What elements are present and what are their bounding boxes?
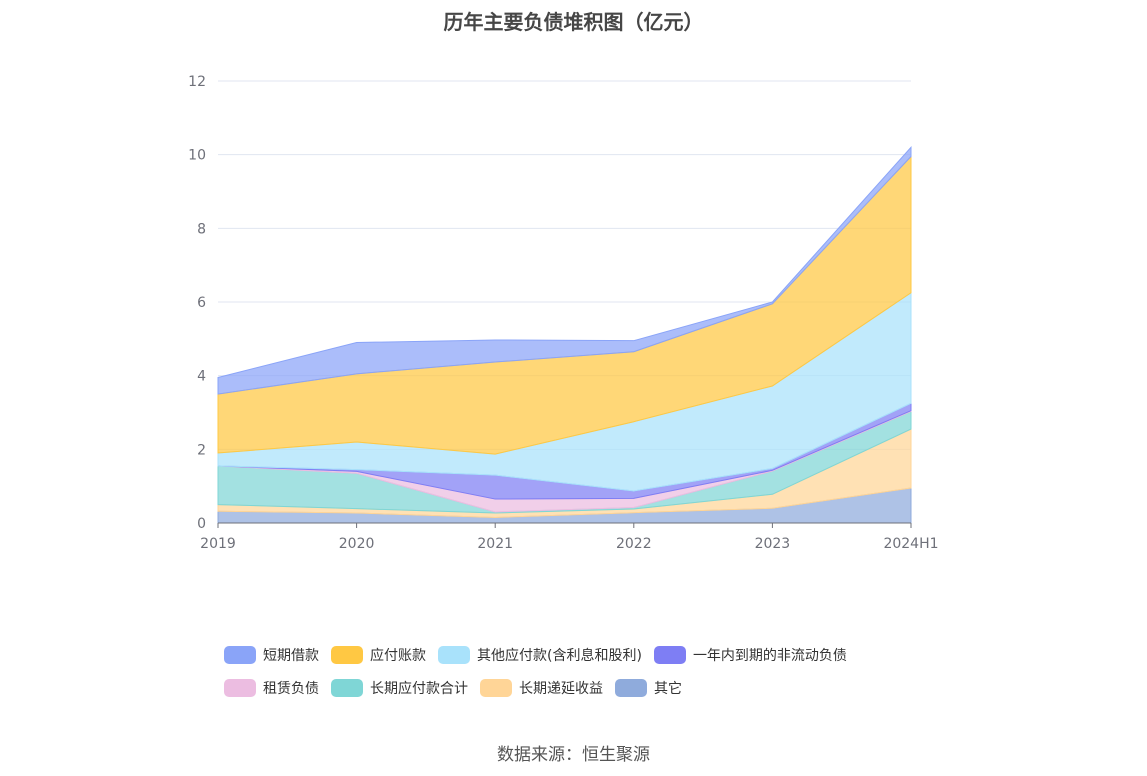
legend-label: 其它 — [654, 680, 682, 697]
x-tick-label: 2020 — [339, 536, 375, 552]
legend: 短期借款 应付账款 其他应付款(含利息和股利) 一年内到期的非流动负债 租赁负债 长期应… — [0, 638, 1147, 704]
legend-swatch — [438, 645, 470, 664]
legend-label: 短期借款 — [263, 647, 319, 664]
y-tick-label: 2 — [197, 442, 206, 458]
x-tick-label: 2023 — [755, 536, 791, 552]
y-tick-label: 6 — [197, 295, 206, 311]
x-tick-label: 2019 — [200, 536, 236, 552]
legend-swatch — [224, 678, 256, 697]
legend-item[interactable]: 租赁负债 — [224, 678, 319, 698]
legend-swatch — [480, 678, 512, 697]
legend-item[interactable]: 短期借款 — [224, 645, 319, 665]
y-tick-label: 10 — [188, 148, 206, 164]
legend-label: 应付账款 — [370, 647, 426, 664]
axes: 0 2 4 6 8 10 12 2019 2020 2021 2022 2023 2024H1 — [188, 74, 938, 552]
legend-label: 长期应付款合计 — [370, 680, 468, 697]
y-tick-label: 12 — [188, 74, 206, 90]
x-tick-label: 2021 — [477, 536, 513, 552]
legend-item[interactable]: 长期应付款合计 — [331, 678, 468, 698]
legend-item[interactable]: 一年内到期的非流动负债 — [653, 645, 847, 665]
x-tick-label: 2024H1 — [883, 536, 938, 552]
legend-swatch — [224, 645, 256, 664]
legend-swatch — [653, 645, 686, 664]
x-tick-label: 2022 — [616, 536, 652, 552]
chart-title: 历年主要负债堆积图（亿元） — [443, 10, 704, 34]
legend-label: 长期递延收益 — [519, 680, 603, 697]
area-series-8: 短期借款 — [217, 145, 912, 395]
y-tick-label: 8 — [197, 221, 206, 237]
data-source-note: 数据来源：恒生聚源 — [497, 745, 650, 765]
legend-row: 租赁负债 长期应付款合计 长期递延收益 其它 — [0, 671, 1147, 704]
y-tick-label: 0 — [197, 516, 206, 532]
legend-item[interactable]: 其他应付款(含利息和股利) — [438, 645, 642, 665]
legend-swatch — [615, 678, 647, 697]
legend-label: 一年内到期的非流动负债 — [692, 647, 847, 664]
legend-label: 租赁负债 — [263, 680, 319, 697]
area-series-group: 其它长期递延收益长期应付款合计租赁负债一年内到期的非流动负债其他应付款(含利息和… — [217, 145, 912, 524]
legend-item[interactable]: 长期递延收益 — [480, 678, 603, 698]
legend-item[interactable]: 其它 — [615, 678, 682, 698]
legend-item[interactable]: 应付账款 — [331, 645, 426, 665]
legend-label: 其他应付款(含利息和股利) — [477, 647, 642, 664]
legend-swatch — [331, 678, 363, 697]
legend-swatch — [331, 645, 363, 664]
legend-row: 短期借款 应付账款 其他应付款(含利息和股利) 一年内到期的非流动负债 — [0, 638, 1147, 671]
y-tick-label: 4 — [197, 369, 206, 385]
